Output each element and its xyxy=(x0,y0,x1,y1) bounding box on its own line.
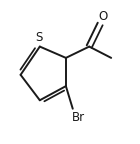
Text: S: S xyxy=(35,31,42,44)
Text: Br: Br xyxy=(72,111,85,124)
Text: O: O xyxy=(98,10,108,23)
